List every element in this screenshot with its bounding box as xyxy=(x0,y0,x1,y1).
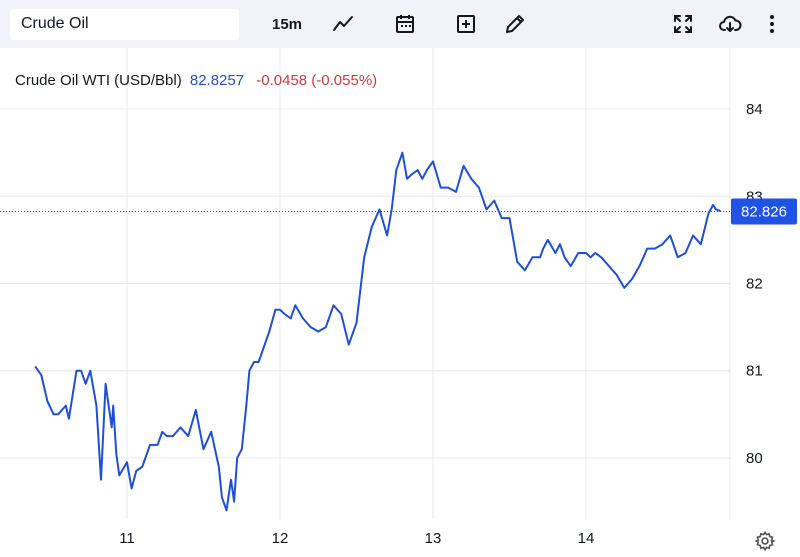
pencil-icon[interactable] xyxy=(499,8,531,40)
legend-price: 82.8257 xyxy=(189,72,245,89)
cloud-download-icon[interactable] xyxy=(714,8,746,40)
legend-symbol-name: Crude Oil WTI (USD/Bbl) xyxy=(15,72,182,89)
chart-legend: Crude Oil WTI (USD/Bbl) 82.8257 -0.0458 … xyxy=(15,72,377,89)
symbol-search-input[interactable]: Crude Oil xyxy=(10,9,239,40)
x-tick-label: 13 xyxy=(425,530,442,547)
x-tick-label: 12 xyxy=(272,530,289,547)
chart-toolbar: Crude Oil 15m xyxy=(0,0,800,48)
x-tick-label: 11 xyxy=(119,530,135,547)
last-price-tag xyxy=(731,198,797,225)
gear-icon[interactable] xyxy=(754,530,776,552)
interval-button[interactable]: 15m xyxy=(271,15,303,33)
chart-area[interactable]: 80 81 82 83 84 11 12 13 14 82.826 xyxy=(0,48,800,557)
x-tick-label: 14 xyxy=(578,530,595,547)
y-tick-label: 81 xyxy=(746,363,763,380)
y-tick-label: 82 xyxy=(746,276,763,293)
price-series-line xyxy=(34,151,721,512)
legend-change: -0.0458 (-0.055%) xyxy=(256,72,378,89)
calendar-icon[interactable] xyxy=(389,8,421,40)
y-tick-label: 80 xyxy=(746,450,763,467)
y-tick-label: 84 xyxy=(746,101,763,118)
last-price-label: 82.826 xyxy=(741,203,787,220)
fullscreen-icon[interactable] xyxy=(667,8,699,40)
add-box-icon[interactable] xyxy=(450,8,482,40)
more-vertical-icon[interactable] xyxy=(756,8,788,40)
line-chart-icon[interactable] xyxy=(327,8,359,40)
